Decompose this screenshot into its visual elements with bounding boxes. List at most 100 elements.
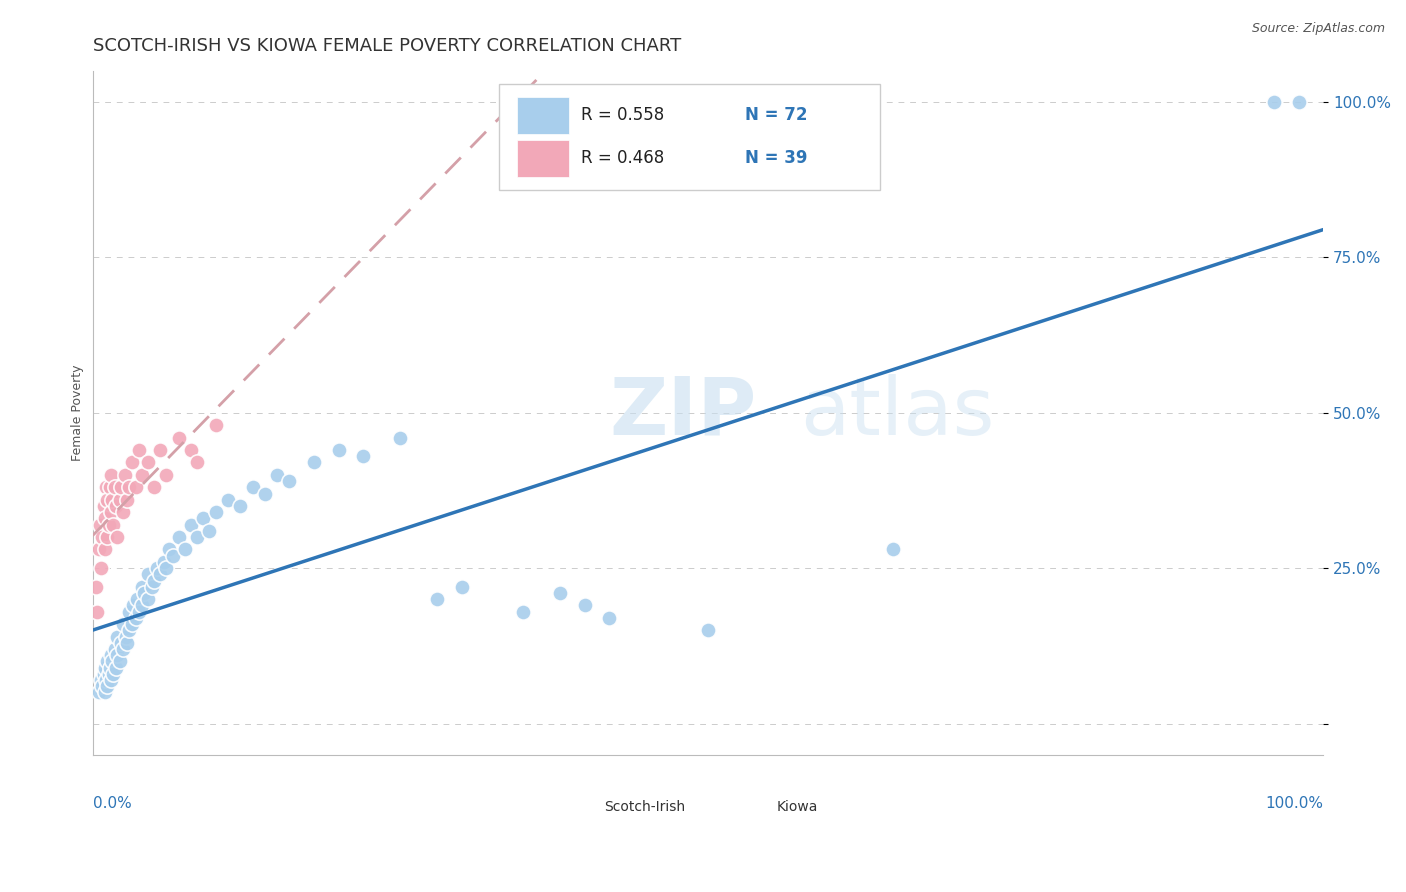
- Point: [143, 574, 166, 588]
- Point: [112, 642, 135, 657]
- Point: [105, 630, 128, 644]
- Point: [131, 599, 153, 613]
- FancyBboxPatch shape: [517, 140, 569, 177]
- FancyBboxPatch shape: [499, 85, 880, 190]
- Point: [253, 486, 276, 500]
- Point: [180, 443, 202, 458]
- Point: [186, 530, 208, 544]
- Point: [100, 648, 122, 663]
- Text: N = 39: N = 39: [745, 149, 807, 168]
- Point: [105, 648, 128, 663]
- Point: [94, 542, 117, 557]
- Point: [101, 654, 124, 668]
- Point: [110, 480, 132, 494]
- Point: [598, 611, 620, 625]
- Point: [352, 449, 374, 463]
- Point: [93, 666, 115, 681]
- Point: [104, 642, 127, 657]
- Point: [118, 624, 141, 638]
- Point: [121, 455, 143, 469]
- Point: [124, 611, 146, 625]
- Point: [162, 549, 184, 563]
- Point: [94, 480, 117, 494]
- Point: [89, 517, 111, 532]
- Point: [91, 530, 114, 544]
- Point: [114, 467, 136, 482]
- Point: [328, 443, 350, 458]
- Point: [125, 592, 148, 607]
- Point: [1288, 95, 1310, 109]
- Point: [167, 530, 190, 544]
- Point: [96, 530, 118, 544]
- Point: [186, 455, 208, 469]
- Point: [112, 505, 135, 519]
- Text: ZIP: ZIP: [609, 374, 756, 451]
- Point: [548, 586, 571, 600]
- Point: [302, 455, 325, 469]
- Point: [173, 542, 195, 557]
- Point: [278, 474, 301, 488]
- Point: [124, 480, 146, 494]
- Point: [96, 492, 118, 507]
- Point: [93, 499, 115, 513]
- Point: [217, 492, 239, 507]
- Text: 0.0%: 0.0%: [93, 796, 131, 811]
- FancyBboxPatch shape: [730, 794, 769, 822]
- Point: [90, 673, 112, 687]
- Point: [94, 660, 117, 674]
- Point: [87, 542, 110, 557]
- Point: [118, 605, 141, 619]
- Point: [153, 555, 176, 569]
- Point: [112, 617, 135, 632]
- Point: [136, 592, 159, 607]
- Point: [1263, 95, 1285, 109]
- Point: [512, 605, 534, 619]
- Point: [84, 580, 107, 594]
- Point: [103, 517, 125, 532]
- Point: [94, 673, 117, 687]
- Point: [100, 673, 122, 687]
- Point: [100, 505, 122, 519]
- Point: [86, 605, 108, 619]
- FancyBboxPatch shape: [558, 794, 598, 822]
- Point: [155, 561, 177, 575]
- Point: [204, 418, 226, 433]
- Point: [266, 467, 288, 482]
- Point: [143, 480, 166, 494]
- Point: [204, 505, 226, 519]
- Point: [198, 524, 221, 538]
- Point: [141, 580, 163, 594]
- Point: [136, 567, 159, 582]
- Point: [94, 511, 117, 525]
- Point: [103, 666, 125, 681]
- Point: [108, 654, 131, 668]
- Point: [97, 666, 120, 681]
- Point: [574, 599, 596, 613]
- Point: [882, 542, 904, 557]
- Point: [131, 580, 153, 594]
- Point: [108, 492, 131, 507]
- Point: [121, 617, 143, 632]
- Point: [149, 567, 172, 582]
- Text: SCOTCH-IRISH VS KIOWA FEMALE POVERTY CORRELATION CHART: SCOTCH-IRISH VS KIOWA FEMALE POVERTY COR…: [93, 37, 681, 55]
- Point: [122, 599, 145, 613]
- Point: [104, 480, 127, 494]
- Point: [115, 492, 138, 507]
- Text: 100.0%: 100.0%: [1265, 796, 1323, 811]
- Point: [98, 480, 121, 494]
- Point: [155, 467, 177, 482]
- FancyBboxPatch shape: [517, 96, 569, 134]
- Point: [167, 431, 190, 445]
- Point: [110, 636, 132, 650]
- Point: [90, 561, 112, 575]
- Text: N = 72: N = 72: [745, 106, 807, 124]
- Point: [97, 517, 120, 532]
- Point: [96, 679, 118, 693]
- Point: [104, 660, 127, 674]
- Point: [145, 561, 167, 575]
- Text: atlas: atlas: [800, 374, 994, 451]
- Point: [389, 431, 412, 445]
- Point: [697, 624, 720, 638]
- Point: [450, 580, 472, 594]
- Text: R = 0.468: R = 0.468: [581, 149, 681, 168]
